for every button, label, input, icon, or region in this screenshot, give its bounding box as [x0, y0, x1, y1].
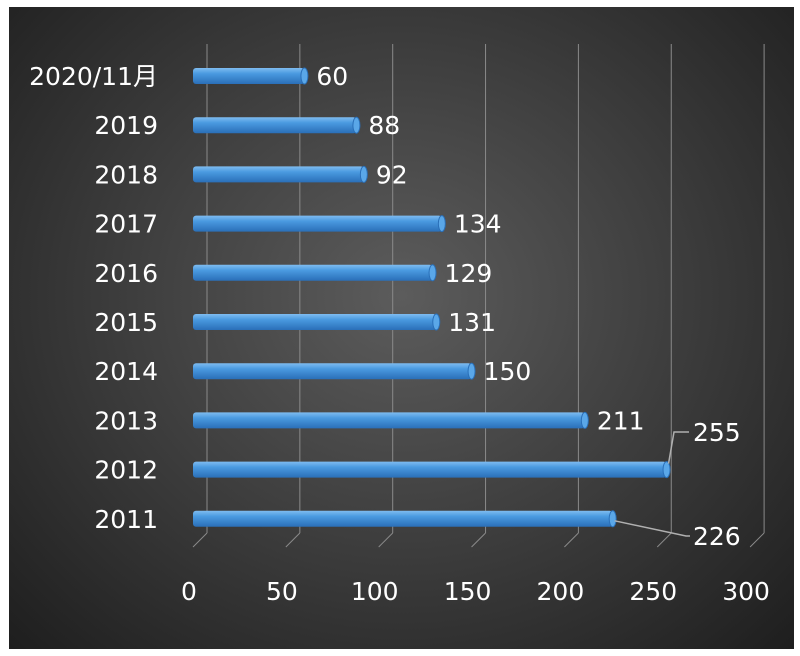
- data-label: 150: [484, 357, 532, 386]
- data-label: 255: [693, 418, 741, 447]
- gridline-floor: [564, 532, 579, 548]
- leader-line: [667, 431, 689, 464]
- x-tick-label: 300: [722, 577, 770, 606]
- bar-cap: [437, 215, 446, 233]
- x-tick-label: 150: [444, 577, 492, 606]
- bar: [193, 264, 433, 281]
- category-label: 2015: [94, 308, 158, 337]
- bar: [193, 215, 442, 232]
- bar-cap: [580, 411, 589, 429]
- data-label: 92: [376, 160, 408, 189]
- data-label: 226: [693, 522, 741, 551]
- data-label: 211: [597, 406, 645, 435]
- bar-cap: [352, 116, 361, 134]
- bar-cap: [359, 165, 368, 183]
- bar: [193, 314, 437, 330]
- category-label: 2019: [94, 111, 158, 140]
- x-tick-label: 0: [181, 577, 197, 606]
- category-label: 2012: [94, 456, 158, 485]
- bar: [193, 461, 667, 478]
- bar: [193, 166, 364, 183]
- bar: [193, 412, 585, 429]
- bar: [193, 68, 305, 84]
- x-tick-label: 200: [537, 577, 585, 606]
- x-tick-label: 250: [629, 577, 677, 606]
- bar: [193, 510, 613, 527]
- category-label: 2014: [94, 357, 158, 386]
- bar: [193, 363, 472, 380]
- data-label: 134: [454, 210, 502, 239]
- category-label: 2020/11月: [29, 62, 158, 91]
- bar-cap: [662, 461, 671, 479]
- category-label: 2017: [94, 210, 158, 239]
- gridline-floor: [192, 532, 208, 548]
- gridline-floor: [471, 532, 486, 548]
- gridline-floor: [749, 532, 765, 548]
- bar-cap: [467, 362, 476, 380]
- category-label: 2016: [94, 259, 158, 288]
- bar-cap: [608, 510, 617, 528]
- category-label: 2013: [94, 406, 158, 435]
- data-label: 129: [445, 259, 493, 288]
- bar-cap: [300, 67, 309, 85]
- data-label: 88: [368, 111, 400, 140]
- bar-cap: [432, 313, 441, 331]
- category-label: 2011: [94, 505, 158, 534]
- x-tick-label: 100: [351, 577, 399, 606]
- gridline-floor: [656, 532, 672, 548]
- bar: [193, 117, 357, 134]
- data-label: 60: [316, 62, 348, 91]
- data-label: 131: [448, 308, 496, 337]
- bar-cap: [428, 264, 437, 282]
- gridline-floor: [285, 532, 301, 548]
- leader-line: [614, 520, 690, 537]
- x-tick-label: 50: [266, 577, 298, 606]
- gridline-floor: [378, 532, 394, 548]
- category-label: 2018: [94, 160, 158, 189]
